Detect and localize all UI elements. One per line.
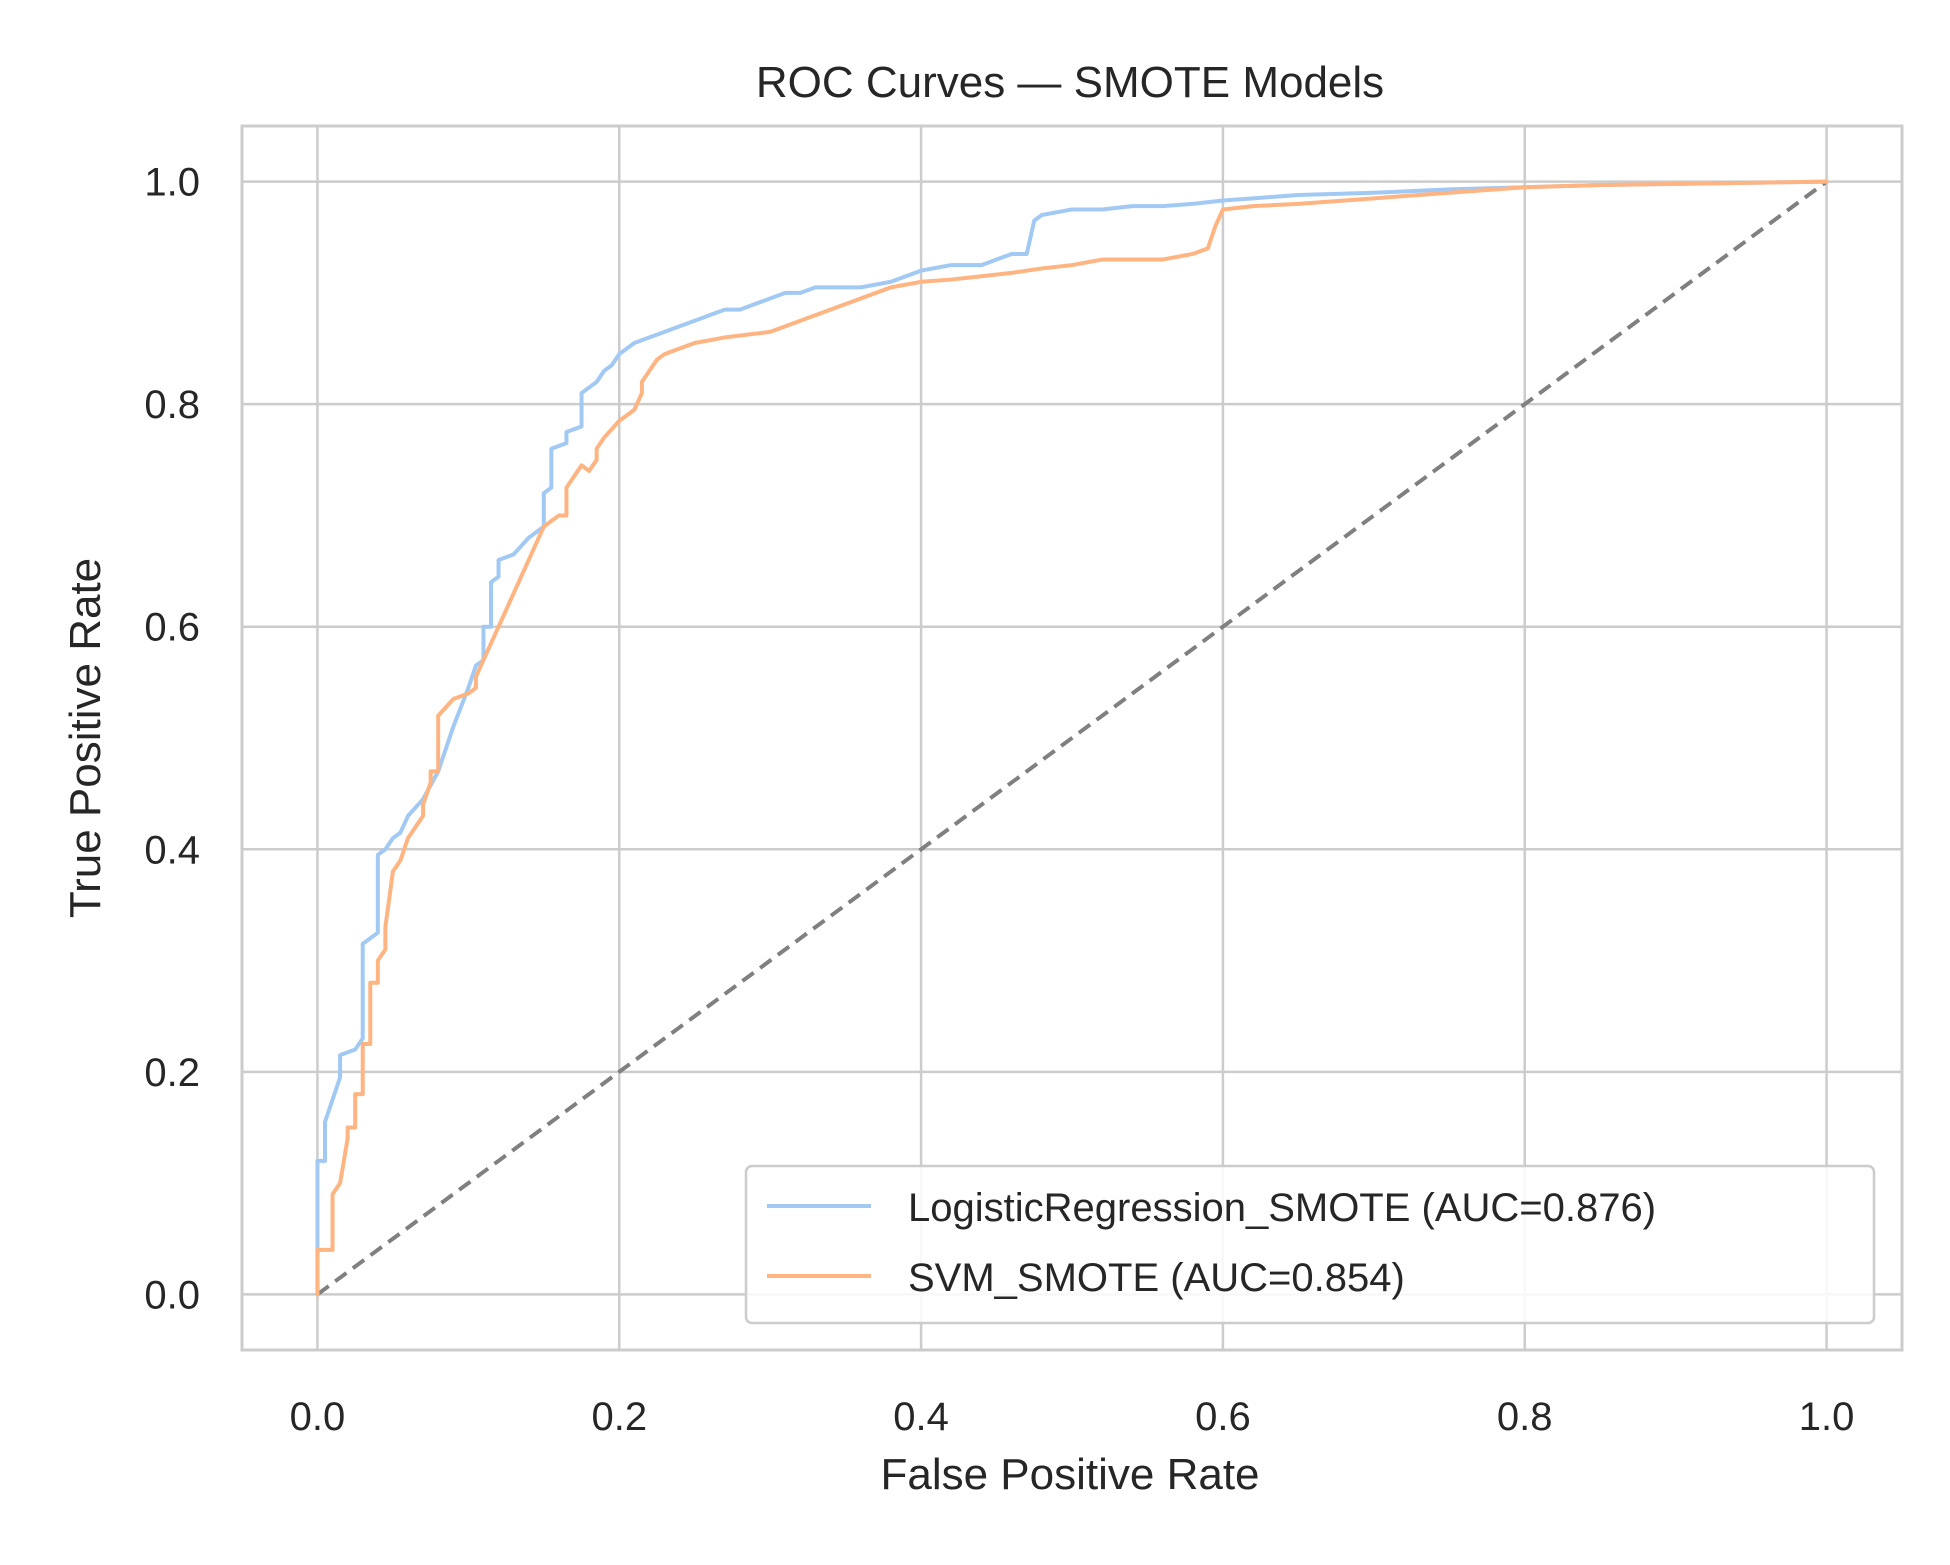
x-tick-label: 0.6: [1195, 1395, 1251, 1439]
grid-layer: [242, 126, 1902, 1350]
x-tick-label: 0.8: [1497, 1395, 1553, 1439]
plot-frame: [240, 124, 1904, 1352]
y-tick-label: 0.4: [144, 828, 200, 872]
legend-label-svm: SVM_SMOTE (AUC=0.854): [908, 1256, 1405, 1300]
roc-curve-logistic: [315, 179, 1829, 1297]
y-tick-label: 0.2: [144, 1051, 200, 1095]
legend-box: [744, 1164, 1876, 1325]
y-tick-label: 0.6: [144, 606, 200, 650]
x-tick-labels: 0.0 0.2 0.4 0.6 0.8 1.0: [290, 1395, 1855, 1439]
y-tick-label: 0.0: [144, 1273, 200, 1317]
reference-line-layer: [316, 180, 1828, 1296]
chance-diagonal-line: [316, 180, 1828, 1296]
x-tick-label: 0.2: [591, 1395, 647, 1439]
x-tick-label: 0.4: [893, 1395, 949, 1439]
y-tick-labels: 0.0 0.2 0.4 0.6 0.8 1.0: [144, 161, 200, 1318]
roc-curve-svm: [315, 179, 1829, 1297]
legend: LogisticRegression_SMOTE (AUC=0.876) SVM…: [744, 1164, 1876, 1325]
legend-label-logistic: LogisticRegression_SMOTE (AUC=0.876): [908, 1186, 1656, 1230]
x-tick-label: 0.0: [290, 1395, 346, 1439]
y-tick-label: 0.8: [144, 383, 200, 427]
y-axis-label: True Positive Rate: [61, 558, 110, 918]
chart-title: ROC Curves — SMOTE Models: [756, 58, 1384, 107]
x-axis-label: False Positive Rate: [880, 1450, 1259, 1499]
x-tick-label: 1.0: [1799, 1395, 1855, 1439]
y-tick-label: 1.0: [144, 161, 200, 205]
series-layer: [315, 179, 1829, 1297]
